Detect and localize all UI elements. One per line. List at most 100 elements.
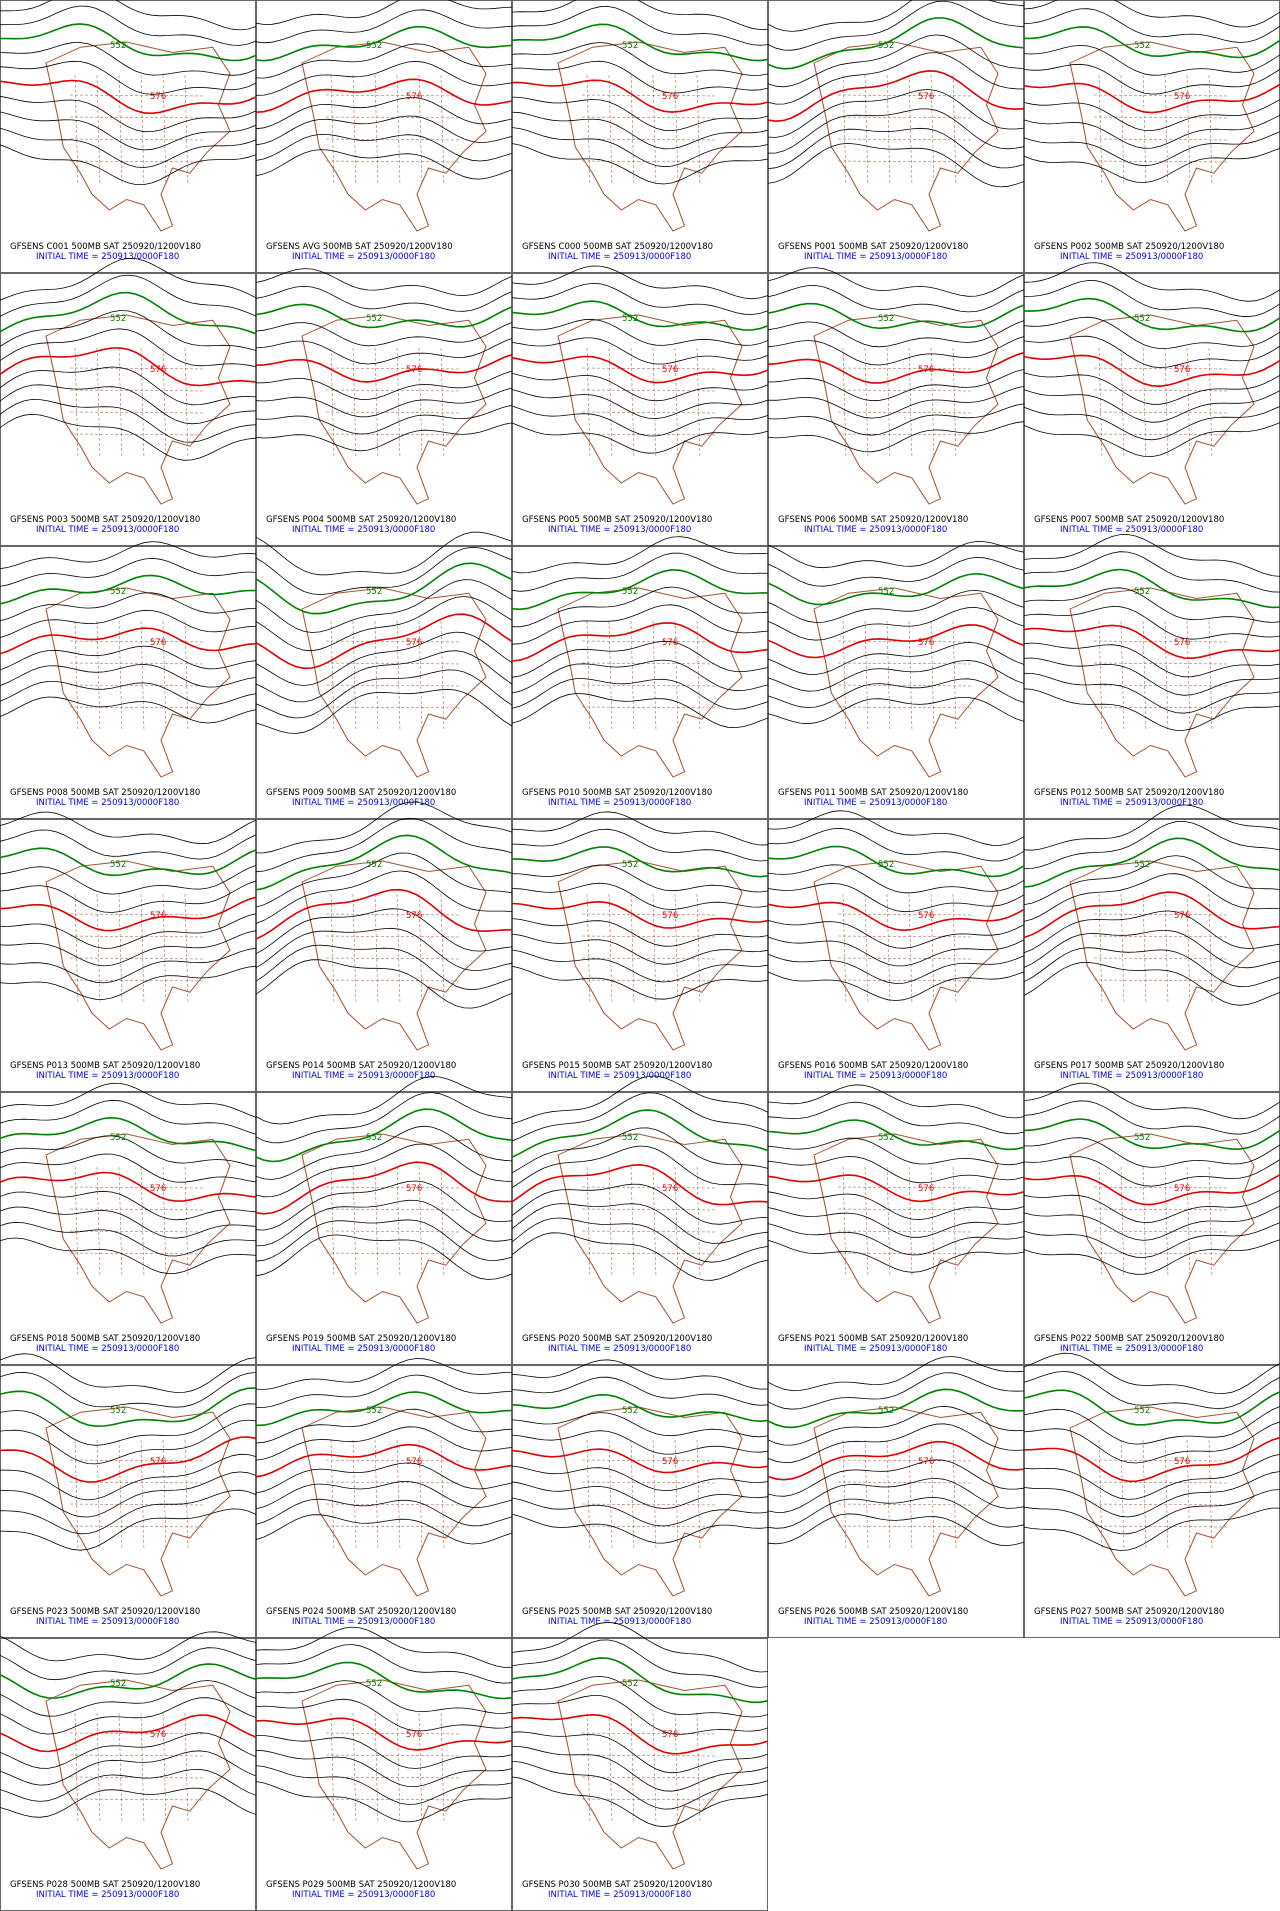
height-contour xyxy=(767,641,1025,675)
state-border xyxy=(1208,620,1213,732)
state-border xyxy=(1120,1166,1125,1278)
height-contour xyxy=(0,413,257,461)
height-contour xyxy=(255,9,513,44)
height-contour xyxy=(1023,316,1280,350)
state-border xyxy=(652,1166,657,1278)
height-contour xyxy=(1023,1137,1280,1168)
panel-border xyxy=(0,0,256,273)
state-border xyxy=(696,893,701,1005)
map-panel: 552 576 GFSENS P007 500MB SAT 250920/1200V… xyxy=(1023,262,1280,546)
height-contour xyxy=(1023,551,1280,593)
state-border xyxy=(1093,957,1230,960)
height-contour xyxy=(255,1161,513,1215)
contour-label: 576 xyxy=(662,365,678,375)
height-contour xyxy=(511,828,769,862)
state-border xyxy=(581,935,718,938)
state-border xyxy=(1120,620,1125,732)
height-contour xyxy=(511,0,769,31)
height-contour xyxy=(767,845,1025,878)
coastline xyxy=(813,41,999,232)
height-contour xyxy=(255,944,513,991)
state-border xyxy=(1093,160,1230,163)
height-contour xyxy=(511,552,769,592)
height-contour xyxy=(0,557,257,587)
initial-time: INITIAL TIME = 250913/0000F180 xyxy=(292,1344,435,1354)
state-border xyxy=(325,1252,462,1255)
state-border xyxy=(69,957,206,960)
height-contour xyxy=(511,965,769,1000)
height-contour xyxy=(255,817,513,873)
height-contour xyxy=(1023,947,1280,988)
initial-time: INITIAL TIME = 250913/0000F180 xyxy=(1060,525,1203,535)
panel-caption: GFSENS P008 500MB SAT 250920/1200V180 xyxy=(10,788,200,798)
state-border xyxy=(74,1439,79,1551)
height-contour xyxy=(767,882,1025,913)
height-contour xyxy=(767,267,1025,297)
height-contour xyxy=(1023,0,1280,28)
state-border xyxy=(1093,1525,1230,1528)
state-border xyxy=(837,1481,974,1484)
height-contour xyxy=(255,1514,513,1545)
height-contour xyxy=(0,1768,257,1802)
state-border xyxy=(325,1230,462,1233)
height-contour xyxy=(511,1203,769,1244)
state-border xyxy=(352,1712,357,1824)
height-contour xyxy=(767,1423,1025,1464)
height-contour xyxy=(511,1639,769,1688)
height-contour xyxy=(0,681,257,706)
state-border xyxy=(374,893,379,1005)
height-contour xyxy=(255,1765,513,1805)
state-border xyxy=(330,74,335,186)
height-contour xyxy=(0,965,257,1000)
height-contour xyxy=(1023,1118,1280,1150)
state-border xyxy=(652,347,657,459)
contour-label: 552 xyxy=(878,1133,894,1143)
height-contour xyxy=(511,1497,769,1527)
state-border xyxy=(930,620,935,732)
panel-caption: GFSENS P011 500MB SAT 250920/1200V180 xyxy=(778,788,968,798)
state-border xyxy=(1164,893,1169,1005)
height-contour xyxy=(511,949,769,983)
map-panel: 552 576 GFSENS P023 500MB SAT 250920/1200V… xyxy=(0,1353,257,1638)
map-panel: 552 576 GFSENS P022 500MB SAT 250920/1200V… xyxy=(1023,1082,1280,1365)
state-border xyxy=(325,640,462,643)
height-contour xyxy=(511,1376,769,1406)
state-border xyxy=(69,1754,206,1757)
height-contour xyxy=(255,562,513,615)
map-panel: 552 576 GFSENS AVG 500MB SAT 250920/1200V1… xyxy=(255,0,513,273)
panel-caption: GFSENS P012 500MB SAT 250920/1200V180 xyxy=(1034,788,1224,798)
state-border xyxy=(184,1166,189,1278)
state-border xyxy=(930,347,935,459)
panel-border xyxy=(256,1638,512,1911)
height-contour xyxy=(255,1092,513,1144)
state-border xyxy=(69,662,206,665)
state-border xyxy=(1093,433,1230,436)
state-border xyxy=(1093,411,1230,414)
state-border xyxy=(325,411,462,414)
state-border xyxy=(837,389,974,392)
state-border xyxy=(581,367,718,370)
state-border xyxy=(837,1208,974,1211)
state-border xyxy=(325,979,462,982)
height-contour xyxy=(255,1661,513,1700)
initial-time: INITIAL TIME = 250913/0000F180 xyxy=(548,1344,691,1354)
height-contour xyxy=(1023,820,1280,870)
height-contour xyxy=(767,1207,1025,1238)
height-contour xyxy=(767,1513,1025,1547)
height-contour xyxy=(255,1108,513,1163)
state-border xyxy=(1142,893,1147,1005)
height-contour xyxy=(511,6,769,46)
height-contour xyxy=(511,678,769,710)
contour-label: 552 xyxy=(110,1133,126,1143)
state-border xyxy=(674,893,679,1005)
height-contour xyxy=(256,370,513,400)
height-contour xyxy=(1023,82,1280,114)
height-contour xyxy=(255,1735,513,1769)
state-border xyxy=(1098,620,1103,732)
height-contour xyxy=(255,1749,513,1788)
state-border xyxy=(581,411,718,414)
state-border xyxy=(608,893,613,1005)
height-contour xyxy=(1023,1370,1280,1409)
contour-label: 576 xyxy=(1174,638,1190,648)
state-border xyxy=(1164,620,1169,732)
